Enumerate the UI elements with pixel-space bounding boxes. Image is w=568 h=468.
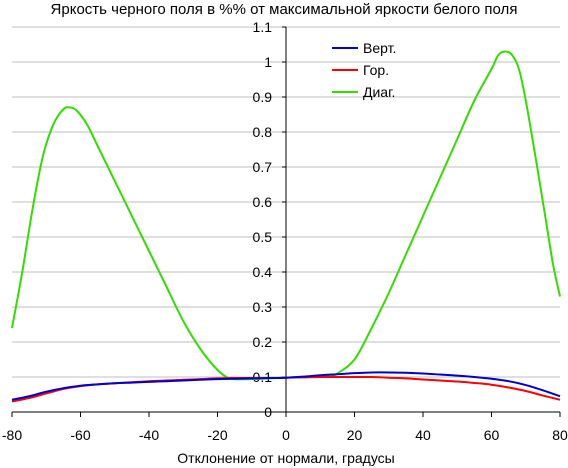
x-tick-label: 60 bbox=[484, 427, 500, 443]
y-tick-label: 0.2 bbox=[253, 334, 273, 350]
y-tick-label: 0.9 bbox=[253, 89, 273, 105]
x-tick-label: -20 bbox=[207, 427, 227, 443]
series-line-0 bbox=[11, 371, 561, 401]
y-tick-label: 0.8 bbox=[253, 124, 273, 140]
y-tick-label: 1 bbox=[264, 54, 272, 70]
y-tick-label: 0.3 bbox=[253, 299, 273, 315]
x-tick-label: -80 bbox=[2, 427, 22, 443]
y-tick-label: 0.6 bbox=[253, 194, 273, 210]
y-tick-label: 1.1 bbox=[253, 19, 273, 35]
x-tick-label: 0 bbox=[282, 427, 290, 443]
legend-label-1: Гор. bbox=[363, 62, 389, 78]
x-tick-label: -40 bbox=[139, 427, 159, 443]
legend: Верт. Гор. Диаг. bbox=[332, 40, 396, 100]
legend-label-0: Верт. bbox=[363, 40, 396, 56]
x-tick-label: 40 bbox=[415, 427, 431, 443]
y-tick-labels: 0 0.1 0.2 0.3 0.4 0.5 0.6 0.7 0.8 0.9 1 1.1 bbox=[253, 19, 273, 420]
x-tick-labels: -80 -60 -40 -20 0 20 40 60 80 bbox=[2, 427, 568, 443]
axes bbox=[11, 26, 561, 417]
y-tick-label: 0.1 bbox=[253, 369, 273, 385]
x-tick-label: -60 bbox=[70, 427, 90, 443]
chart-title: Яркость черного поля в %% от максимально… bbox=[51, 1, 518, 18]
y-tick-label: 0.7 bbox=[253, 159, 273, 175]
series-lines bbox=[11, 50, 561, 403]
legend-label-2: Диаг. bbox=[363, 84, 395, 100]
x-tick-label: 80 bbox=[552, 427, 568, 443]
y-tick-label: 0 bbox=[264, 404, 272, 420]
y-tick-label: 0.5 bbox=[253, 229, 273, 245]
x-axis-label: Отклонение от нормали, градусы bbox=[177, 450, 394, 466]
y-tick-label: 0.4 bbox=[253, 264, 273, 280]
x-tick-label: 20 bbox=[347, 427, 363, 443]
